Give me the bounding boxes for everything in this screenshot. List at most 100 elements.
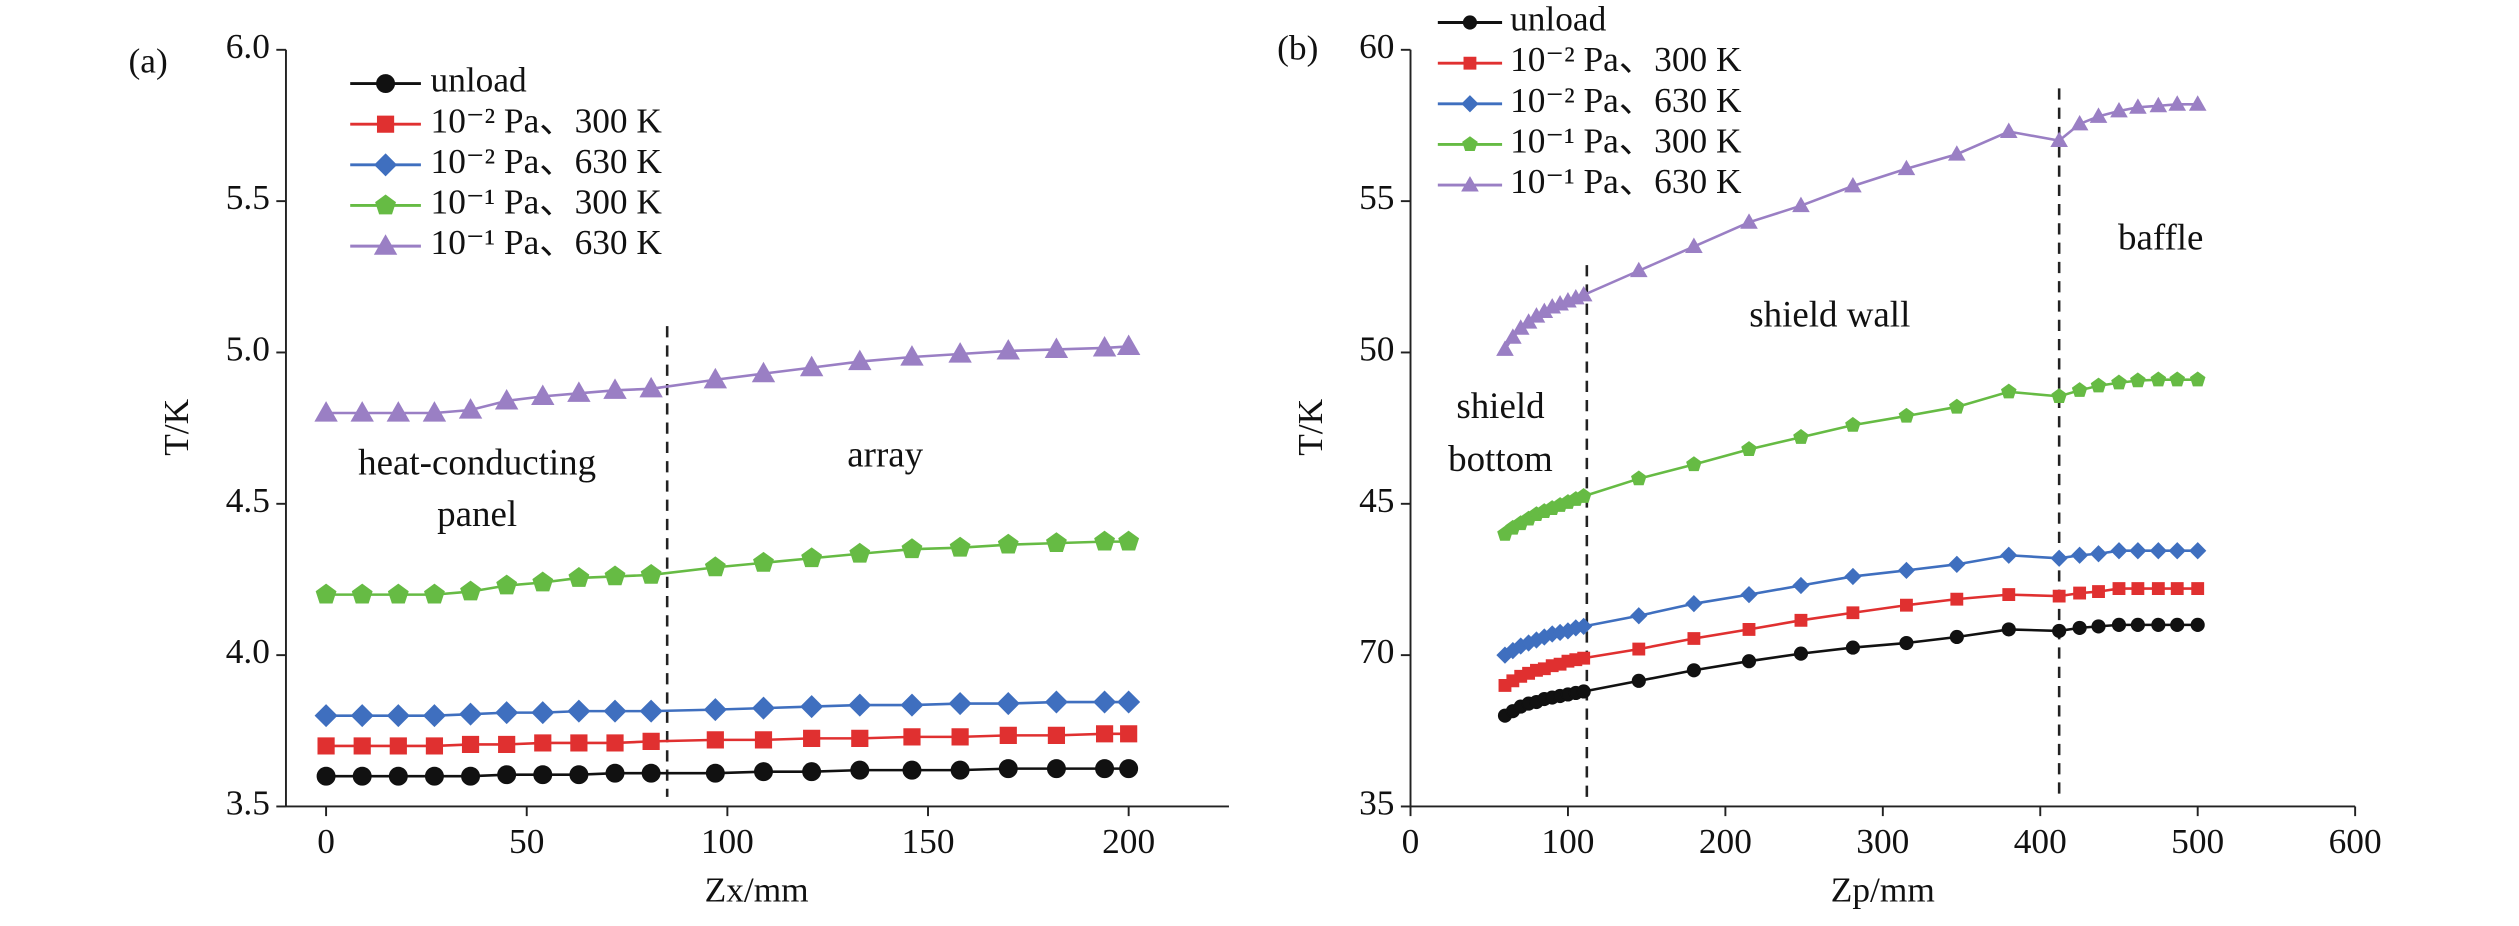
y-tick-label: 3.5 [226, 784, 270, 823]
marker [1631, 470, 1647, 486]
marker [950, 760, 970, 780]
legend-label: unload [431, 61, 527, 100]
annotation: bottom [1448, 438, 1553, 479]
marker [531, 701, 555, 725]
marker [386, 401, 411, 422]
marker [2149, 542, 2167, 560]
marker [2168, 95, 2187, 111]
marker [1949, 629, 1964, 645]
marker [424, 583, 445, 604]
marker [1632, 642, 1646, 656]
marker [351, 583, 373, 604]
y-axis-label: T/K [157, 398, 196, 455]
legend-label: 10⁻¹ Pa、630 K [1510, 162, 1742, 201]
marker [317, 737, 335, 755]
marker [2091, 619, 2106, 634]
marker [569, 765, 589, 785]
marker [2151, 617, 2166, 632]
marker [1496, 340, 1514, 356]
marker [498, 735, 516, 754]
y-tick-label: 4.5 [226, 481, 270, 520]
y-tick-label: 35 [1359, 784, 1394, 823]
marker [1687, 632, 1701, 645]
marker [1792, 576, 1810, 595]
marker [2111, 374, 2127, 390]
y-tick-label: 6.0 [226, 27, 270, 66]
marker [903, 728, 921, 746]
marker [703, 367, 728, 389]
marker [604, 565, 626, 586]
series-line [1504, 549, 2198, 657]
marker [2110, 101, 2128, 118]
marker [458, 398, 483, 419]
marker [639, 376, 663, 398]
marker [751, 696, 776, 720]
legend-marker [373, 234, 398, 255]
x-tick-label: 200 [1699, 822, 1752, 861]
marker [570, 734, 588, 752]
legend-marker [376, 74, 396, 94]
legend-label: 10⁻² Pa、300 K [431, 101, 663, 140]
marker [389, 737, 407, 755]
marker [1576, 684, 1591, 699]
marker [1118, 530, 1140, 551]
marker [901, 538, 923, 559]
legend-marker [375, 194, 396, 215]
marker [2002, 588, 2016, 602]
marker [751, 361, 776, 383]
marker [948, 342, 972, 363]
marker [754, 762, 773, 782]
marker [1046, 532, 1067, 553]
marker [2071, 546, 2089, 564]
marker [902, 760, 922, 780]
marker [350, 704, 374, 728]
marker [641, 763, 661, 783]
marker [461, 735, 480, 754]
marker [1095, 725, 1114, 743]
y-tick-label: 4.0 [226, 632, 270, 671]
marker [388, 766, 408, 786]
marker [2000, 383, 2017, 399]
marker [1685, 237, 1703, 253]
marker [568, 566, 590, 587]
panel-label: (a) [129, 41, 168, 80]
marker [1949, 398, 1965, 414]
legend-label: 10⁻¹ Pa、300 K [431, 183, 663, 222]
marker [567, 381, 591, 402]
marker [2189, 371, 2206, 387]
series-line [1504, 623, 2198, 717]
marker [2089, 545, 2108, 563]
marker [1897, 561, 1916, 580]
marker [1044, 690, 1068, 714]
marker [1047, 726, 1066, 744]
annotation: shield [1456, 385, 1545, 426]
marker [2130, 617, 2145, 632]
legend-marker [1462, 15, 1478, 30]
legend-label: 10⁻¹ Pa、630 K [431, 223, 663, 262]
y-tick-label: 60 [1359, 27, 1394, 66]
marker [1504, 328, 1522, 344]
marker [1686, 456, 1702, 472]
marker [314, 401, 338, 422]
marker [1631, 673, 1646, 688]
marker [533, 765, 553, 785]
marker [2149, 96, 2168, 113]
marker [1044, 337, 1069, 359]
marker [1899, 635, 1914, 651]
x-tick-label: 150 [902, 822, 955, 861]
marker [1574, 285, 1593, 302]
marker [2051, 388, 2067, 403]
marker [603, 699, 627, 723]
marker [2130, 372, 2146, 388]
marker [1793, 429, 1809, 444]
marker [951, 728, 969, 746]
marker [999, 726, 1017, 744]
marker [1740, 585, 1758, 604]
marker [2050, 131, 2068, 148]
marker [497, 765, 517, 785]
marker [1740, 213, 1758, 229]
marker [424, 766, 444, 786]
marker [1575, 488, 1592, 503]
marker [1117, 690, 1141, 714]
legend-marker [1462, 136, 1478, 152]
